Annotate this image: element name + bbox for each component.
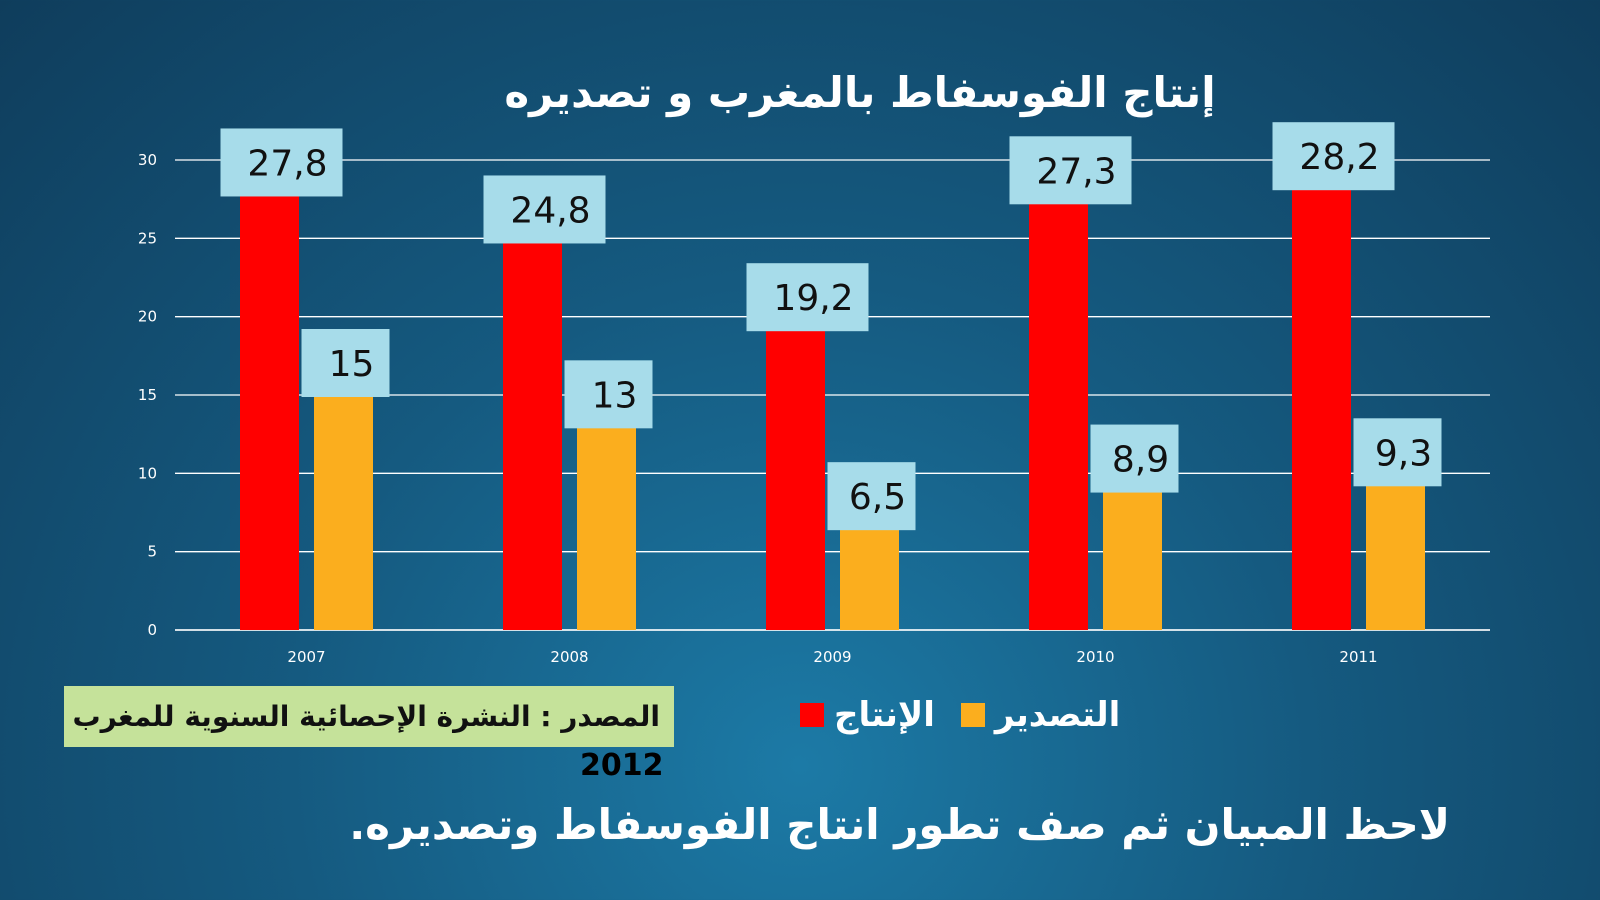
data-label-box (483, 175, 606, 244)
bar-export (1103, 490, 1162, 630)
data-label: 28,2 (1299, 137, 1379, 178)
bar-production (766, 329, 825, 630)
legend-item-production: الإنتاج (800, 695, 935, 735)
source-year: 2012 (580, 748, 664, 783)
data-label: 9,3 (1375, 433, 1432, 474)
x-tick-label: 2007 (287, 648, 325, 666)
bar-production (503, 241, 562, 630)
legend-swatch-export (960, 703, 985, 727)
data-label-box (564, 360, 653, 429)
legend-label-export: التصدير (994, 695, 1121, 735)
legend-swatch-production (800, 703, 824, 727)
bars (240, 188, 1425, 631)
data-label-box (220, 128, 343, 197)
bar-export (1366, 484, 1425, 630)
bar-export (840, 528, 899, 630)
bar-production (240, 194, 299, 630)
y-tick-label: 30 (138, 151, 157, 169)
data-label-box (1353, 418, 1442, 487)
data-label: 15 (329, 344, 375, 385)
instruction-text: لاحظ المبيان ثم صف تطور انتاج الفوسفاط و… (349, 800, 1450, 849)
x-tick-label: 2011 (1339, 648, 1377, 666)
source-text: المصدر : النشرة الإحصائية السنوية للمغرب (72, 700, 661, 733)
data-label-box (746, 263, 869, 332)
source-box: المصدر : النشرة الإحصائية السنوية للمغرب (64, 686, 674, 747)
bar-production (1292, 188, 1351, 630)
data-label: 27,8 (247, 143, 327, 184)
y-tick-label: 15 (138, 386, 157, 404)
data-label-box (1009, 136, 1132, 205)
bar-production (1029, 202, 1088, 631)
data-label-box (301, 329, 390, 397)
chart-title: إنتاج الفوسفاط بالمغرب و تصديره (504, 68, 1216, 117)
axis-labels: 0 5 10 15 20 25 30 2007 2008 2009 2010 2011 (138, 151, 1378, 666)
y-tick-label: 0 (147, 621, 157, 639)
legend: الإنتاج التصدير (800, 690, 1146, 740)
data-label: 19,2 (773, 278, 853, 319)
data-labels: 27,8 15 24,8 13 19,2 6,5 27,3 8,9 28,2 9,3 (220, 122, 1442, 531)
y-tick-label: 5 (147, 543, 157, 561)
data-label: 6,5 (849, 477, 906, 518)
data-label-box (1272, 122, 1395, 191)
y-tick-label: 10 (138, 464, 157, 482)
data-label: 27,3 (1036, 151, 1116, 192)
legend-label-production: الإنتاج (834, 695, 935, 735)
data-label-box (827, 462, 916, 531)
data-label: 24,8 (510, 190, 590, 231)
x-tick-label: 2010 (1076, 648, 1114, 666)
legend-item-export: التصدير (960, 695, 1121, 735)
data-label-box (1090, 424, 1179, 493)
data-label: 8,9 (1112, 440, 1169, 481)
bar-export (314, 395, 373, 630)
y-tick-label: 20 (138, 308, 157, 326)
y-tick-label: 25 (138, 229, 157, 247)
x-tick-label: 2008 (550, 648, 588, 666)
bar-export (577, 426, 636, 630)
x-tick-label: 2009 (813, 648, 851, 666)
data-label: 13 (592, 375, 638, 416)
